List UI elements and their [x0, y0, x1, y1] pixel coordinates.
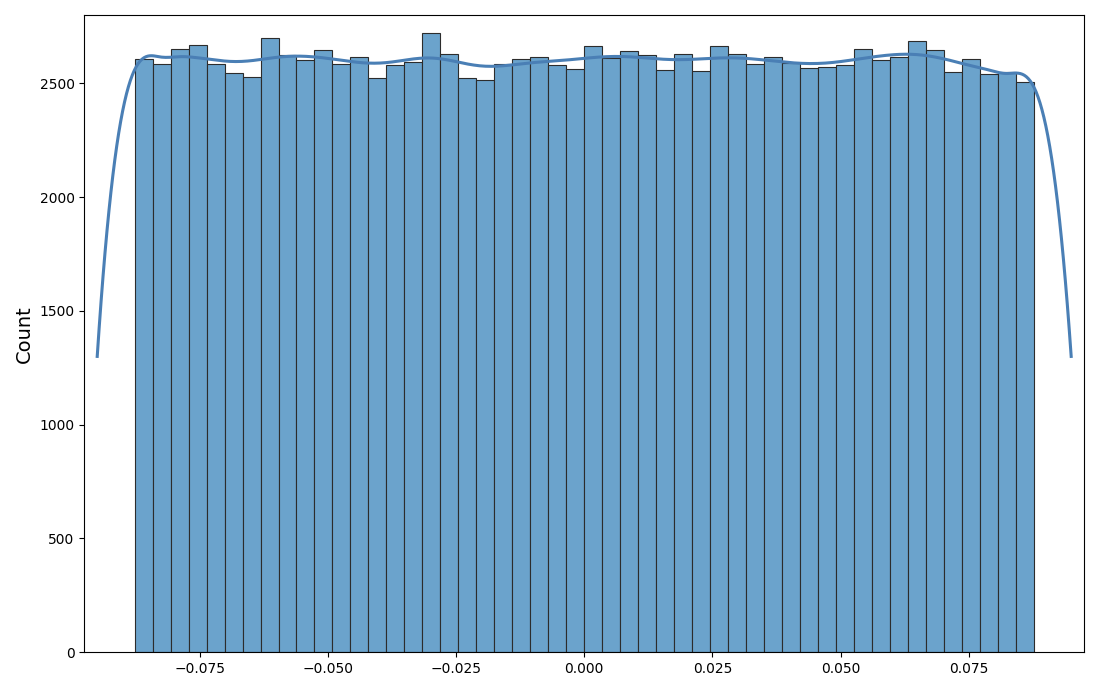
Bar	[890, 57, 908, 652]
Bar	[260, 37, 278, 652]
Bar	[368, 78, 387, 652]
Bar	[854, 49, 872, 652]
Bar	[998, 72, 1015, 652]
Bar	[314, 50, 333, 652]
Bar	[728, 54, 746, 652]
Bar	[387, 65, 404, 652]
Bar	[836, 65, 854, 652]
Bar	[170, 48, 189, 652]
Bar	[135, 59, 153, 652]
Bar	[351, 57, 368, 652]
Bar	[980, 74, 998, 652]
Bar	[1015, 82, 1034, 652]
Bar	[495, 64, 512, 652]
Bar	[476, 80, 495, 652]
Bar	[944, 72, 962, 652]
Bar	[872, 60, 890, 652]
Bar	[764, 57, 782, 652]
Bar	[602, 58, 620, 652]
Bar	[639, 55, 656, 652]
Bar	[962, 59, 980, 652]
Bar	[548, 65, 566, 652]
Bar	[297, 59, 314, 652]
Bar	[153, 64, 170, 652]
Bar	[207, 64, 224, 652]
Bar	[800, 68, 818, 652]
Bar	[566, 69, 585, 652]
Bar	[782, 64, 800, 652]
Bar	[333, 64, 351, 652]
Bar	[189, 45, 207, 652]
Bar	[224, 73, 243, 652]
Bar	[585, 46, 602, 652]
Bar	[818, 67, 836, 652]
Bar	[692, 70, 710, 652]
Bar	[422, 32, 441, 652]
Bar	[925, 50, 944, 652]
Bar	[530, 57, 548, 652]
Bar	[674, 54, 692, 652]
Bar	[458, 78, 476, 652]
Bar	[746, 64, 764, 652]
Bar	[710, 46, 728, 652]
Bar	[243, 77, 260, 652]
Bar	[404, 62, 422, 652]
Bar	[278, 55, 297, 652]
Bar	[620, 51, 639, 652]
Bar	[908, 41, 925, 652]
Bar	[656, 70, 674, 652]
Bar	[512, 59, 530, 652]
Y-axis label: Count: Count	[15, 305, 34, 363]
Bar	[441, 54, 458, 652]
